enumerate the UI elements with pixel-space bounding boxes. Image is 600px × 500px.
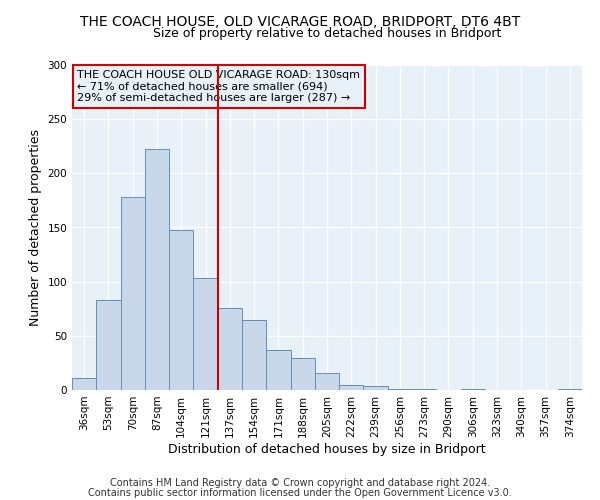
Text: Contains public sector information licensed under the Open Government Licence v3: Contains public sector information licen…	[88, 488, 512, 498]
Bar	[193, 278, 218, 390]
Bar	[169, 230, 193, 390]
Bar	[218, 308, 242, 390]
Bar	[388, 389, 412, 390]
X-axis label: Distribution of detached houses by size in Bridport: Distribution of detached houses by size …	[168, 442, 486, 456]
Text: Contains HM Land Registry data © Crown copyright and database right 2024.: Contains HM Land Registry data © Crown c…	[110, 478, 490, 488]
Bar	[364, 386, 388, 390]
Bar	[72, 378, 96, 390]
Bar	[558, 389, 582, 390]
Title: Size of property relative to detached houses in Bridport: Size of property relative to detached ho…	[153, 27, 501, 40]
Y-axis label: Number of detached properties: Number of detached properties	[29, 129, 42, 326]
Bar	[242, 320, 266, 390]
Bar	[461, 389, 485, 390]
Bar	[290, 358, 315, 390]
Bar	[145, 150, 169, 390]
Bar	[266, 350, 290, 390]
Bar	[339, 384, 364, 390]
Text: THE COACH HOUSE, OLD VICARAGE ROAD, BRIDPORT, DT6 4BT: THE COACH HOUSE, OLD VICARAGE ROAD, BRID…	[80, 15, 520, 29]
Text: THE COACH HOUSE OLD VICARAGE ROAD: 130sqm
← 71% of detached houses are smaller (: THE COACH HOUSE OLD VICARAGE ROAD: 130sq…	[77, 70, 360, 103]
Bar	[96, 300, 121, 390]
Bar	[412, 389, 436, 390]
Bar	[315, 372, 339, 390]
Bar	[121, 197, 145, 390]
